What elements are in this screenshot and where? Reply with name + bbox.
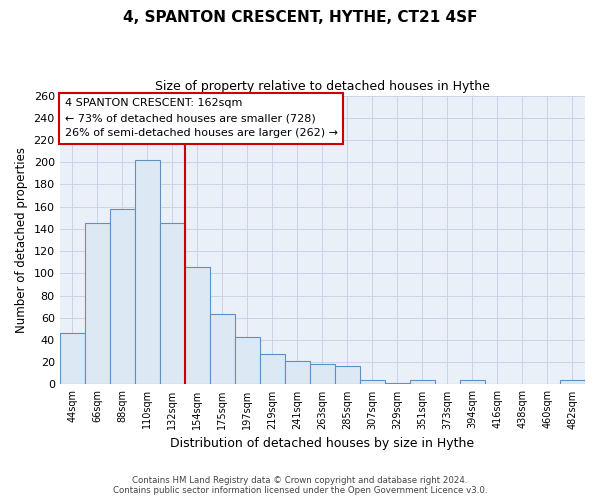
Text: 4 SPANTON CRESCENT: 162sqm
← 73% of detached houses are smaller (728)
26% of sem: 4 SPANTON CRESCENT: 162sqm ← 73% of deta…	[65, 98, 338, 138]
X-axis label: Distribution of detached houses by size in Hythe: Distribution of detached houses by size …	[170, 437, 475, 450]
Bar	[460, 380, 485, 384]
Bar	[310, 364, 335, 384]
Bar	[160, 224, 185, 384]
Bar	[335, 366, 360, 384]
Bar	[210, 314, 235, 384]
Bar	[59, 334, 85, 384]
Bar	[135, 160, 160, 384]
Text: 4, SPANTON CRESCENT, HYTHE, CT21 4SF: 4, SPANTON CRESCENT, HYTHE, CT21 4SF	[123, 10, 477, 25]
Bar	[85, 224, 110, 384]
Bar	[410, 380, 435, 384]
Bar	[360, 380, 385, 384]
Bar	[560, 380, 585, 384]
Bar	[235, 336, 260, 384]
Text: Contains HM Land Registry data © Crown copyright and database right 2024.
Contai: Contains HM Land Registry data © Crown c…	[113, 476, 487, 495]
Bar	[260, 354, 285, 384]
Title: Size of property relative to detached houses in Hythe: Size of property relative to detached ho…	[155, 80, 490, 93]
Bar	[185, 266, 210, 384]
Bar	[285, 361, 310, 384]
Y-axis label: Number of detached properties: Number of detached properties	[15, 147, 28, 333]
Bar	[110, 209, 135, 384]
